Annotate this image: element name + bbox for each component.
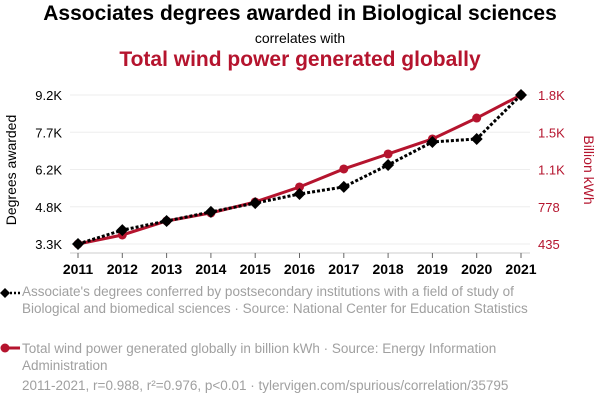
data-point-degrees (426, 135, 439, 148)
x-tick-label: 2020 (461, 261, 492, 277)
data-point-degrees (249, 197, 262, 210)
chart-area: 3.3K 4.8K 6.2K 7.7K 9.2K 435 778 1.1K 1.5K 1.8K 20… (3, 88, 597, 277)
legend-text-wind: Total wind power generated globally in b… (22, 341, 497, 373)
x-tick-label: 2015 (240, 261, 271, 277)
data-point-degrees (470, 132, 483, 145)
data-point-degrees (337, 180, 350, 193)
y-right-tick-label: 435 (538, 237, 560, 252)
footer-stats: 2011-2021, r=0.988, r²=0.976, p<0.01 · t… (22, 378, 509, 393)
legend-icons (0, 288, 20, 353)
data-point-wind (339, 164, 349, 174)
y-right-axis-label: Billion kWh (581, 135, 597, 204)
y-right-tick-label: 778 (538, 200, 560, 215)
y-right-tick-label: 1.5K (538, 125, 565, 140)
x-tick-label: 2011 (63, 261, 94, 277)
data-point-degrees (116, 224, 129, 237)
y-left-tick-label: 3.3K (35, 237, 62, 252)
x-tick-label: 2013 (151, 261, 182, 277)
legend-text-degrees: Associate's degrees conferred by postsec… (22, 284, 528, 316)
y-left-tick-label: 7.7K (35, 125, 62, 140)
legend-marker-degrees (0, 288, 20, 298)
x-tick-label: 2016 (284, 261, 315, 277)
y-right-tick-label: 1.8K (538, 88, 565, 103)
x-tick-label: 2018 (373, 261, 404, 277)
chart-title: Associates degrees awarded in Biological… (43, 2, 557, 25)
y-left-tick-label: 6.2K (35, 163, 62, 178)
legend-item-degrees: Associate's degrees conferred by postsec… (22, 284, 562, 317)
x-tick-label: 2017 (328, 261, 359, 277)
data-point-wind (295, 182, 304, 192)
y-left-axis-label: Degrees awarded (3, 115, 19, 226)
data-point-wind (383, 149, 393, 159)
data-point-degrees (72, 238, 84, 250)
x-tick-label: 2012 (107, 261, 138, 277)
legend-marker-wind (0, 343, 20, 353)
y-left-tick-label: 9.2K (35, 88, 62, 103)
data-point-degrees (382, 158, 395, 171)
chart-subtitle: correlates with (254, 30, 346, 46)
data-point-degrees (204, 205, 217, 218)
data-point-degrees (515, 89, 527, 101)
chart-title-secondary: Total wind power generated globally (119, 48, 481, 71)
x-tick-label: 2014 (195, 261, 226, 277)
data-point-degrees (160, 215, 173, 228)
legend-item-wind: Total wind power generated globally in b… (22, 341, 562, 374)
data-point-degrees (293, 187, 306, 200)
y-right-tick-label: 1.1K (538, 163, 565, 178)
x-tick-label: 2019 (417, 261, 448, 277)
data-point-wind (472, 113, 482, 123)
x-tick-label: 2021 (505, 261, 536, 277)
y-left-tick-label: 4.8K (35, 200, 62, 215)
